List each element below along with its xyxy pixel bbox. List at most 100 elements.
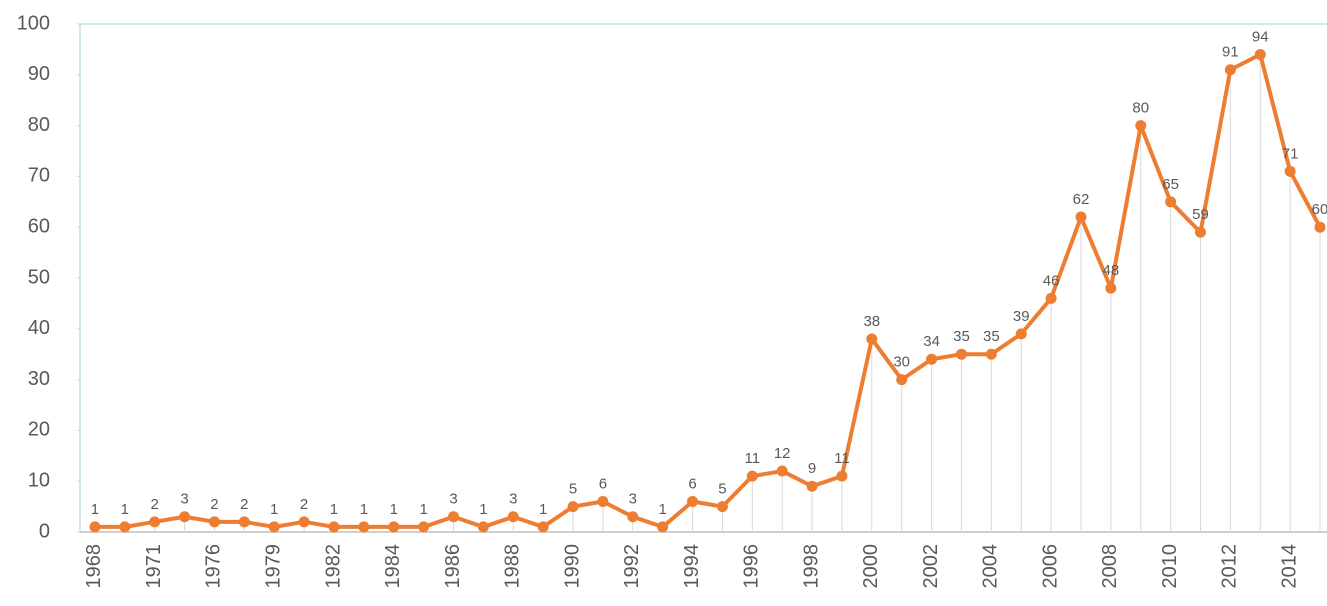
data-label: 2 <box>240 496 248 513</box>
data-point <box>1165 196 1177 208</box>
y-tick-label: 70 <box>28 165 50 187</box>
data-label: 1 <box>419 501 427 518</box>
data-label: 1 <box>270 501 278 518</box>
data-label: 48 <box>1103 262 1120 279</box>
data-label: 91 <box>1222 44 1239 61</box>
y-tick-label: 20 <box>28 419 50 441</box>
data-point <box>926 353 938 365</box>
x-tick-label: 2006 <box>1039 544 1061 589</box>
data-label: 1 <box>658 501 666 518</box>
x-tick-label: 1971 <box>143 544 165 589</box>
data-point <box>866 333 878 345</box>
data-point <box>1224 64 1236 76</box>
x-tick-label: 2014 <box>1278 544 1300 589</box>
x-tick-label: 1982 <box>322 544 344 589</box>
x-tick-label: 1994 <box>681 544 703 589</box>
data-label: 3 <box>180 491 188 508</box>
data-label: 46 <box>1043 272 1060 289</box>
data-point <box>1195 226 1206 238</box>
data-label: 2 <box>210 496 218 513</box>
data-point <box>208 516 220 528</box>
data-point <box>1045 292 1057 304</box>
data-point <box>1314 221 1326 233</box>
data-label: 1 <box>91 501 99 518</box>
data-label: 65 <box>1162 176 1179 193</box>
y-tick-label: 80 <box>28 114 50 136</box>
data-label: 2 <box>151 496 159 513</box>
data-label: 1 <box>539 501 547 518</box>
data-label: 3 <box>509 491 517 508</box>
data-label: 94 <box>1252 28 1269 45</box>
data-point <box>89 521 101 533</box>
data-label: 1 <box>330 501 338 518</box>
data-label: 1 <box>121 501 129 518</box>
data-label: 30 <box>893 354 910 371</box>
data-point <box>657 521 669 533</box>
x-tick-label: 1990 <box>561 544 583 589</box>
x-tick-label: 2000 <box>860 544 882 589</box>
data-label: 2 <box>300 496 308 513</box>
data-label: 11 <box>834 450 850 467</box>
data-label: 3 <box>629 491 637 508</box>
y-tick-label: 0 <box>39 520 50 542</box>
data-point <box>238 516 250 528</box>
data-label: 12 <box>774 445 791 462</box>
data-point <box>537 521 549 533</box>
data-label: 60 <box>1312 201 1327 218</box>
data-point <box>448 511 459 523</box>
y-tick-label: 90 <box>28 63 50 85</box>
data-point <box>687 496 699 508</box>
data-label: 35 <box>983 328 1000 345</box>
x-tick-label: 1992 <box>621 544 643 589</box>
x-tick-label: 1968 <box>83 544 105 589</box>
data-point <box>896 374 908 386</box>
x-tick-label: 2002 <box>920 544 942 589</box>
x-tick-label: 2012 <box>1219 544 1241 589</box>
data-point <box>358 521 370 533</box>
data-label: 35 <box>953 328 970 345</box>
data-point <box>985 348 997 360</box>
x-tick-label: 1996 <box>741 544 763 589</box>
data-point <box>268 521 280 533</box>
data-point <box>477 521 489 533</box>
data-point <box>567 501 579 513</box>
data-point <box>1015 328 1027 340</box>
y-tick-label: 60 <box>28 215 50 237</box>
data-label: 38 <box>863 313 880 330</box>
x-tick-label: 2004 <box>980 544 1002 589</box>
data-label: 39 <box>1013 308 1030 325</box>
data-point <box>776 465 788 477</box>
data-point <box>179 511 191 523</box>
data-point <box>1254 48 1266 60</box>
data-point <box>1105 282 1117 294</box>
x-tick-label: 1979 <box>263 544 285 589</box>
data-label: 5 <box>718 481 726 498</box>
data-label: 71 <box>1282 145 1299 162</box>
data-point <box>597 496 609 508</box>
data-point <box>746 470 758 482</box>
x-tick-label: 1998 <box>800 544 822 589</box>
x-tick-label: 2010 <box>1159 544 1181 589</box>
y-tick-label: 100 <box>17 12 50 34</box>
data-label: 1 <box>390 501 398 518</box>
data-label: 5 <box>569 481 577 498</box>
data-label: 80 <box>1132 100 1149 117</box>
data-point <box>328 521 340 533</box>
data-label: 34 <box>923 333 940 350</box>
data-point <box>836 470 848 482</box>
data-label: 6 <box>688 475 696 492</box>
y-tick-label: 50 <box>28 266 50 288</box>
data-point <box>627 511 639 523</box>
data-label: 1 <box>360 501 368 518</box>
data-point <box>806 480 818 492</box>
data-label: 3 <box>449 491 457 508</box>
data-label: 1 <box>479 501 487 518</box>
data-point <box>1075 211 1087 223</box>
y-tick-label: 40 <box>28 317 50 339</box>
data-point <box>1284 165 1296 177</box>
data-point <box>149 516 161 528</box>
data-point <box>716 501 728 513</box>
data-point <box>298 516 310 528</box>
x-tick-label: 2008 <box>1099 544 1121 589</box>
y-tick-label: 30 <box>28 368 50 390</box>
